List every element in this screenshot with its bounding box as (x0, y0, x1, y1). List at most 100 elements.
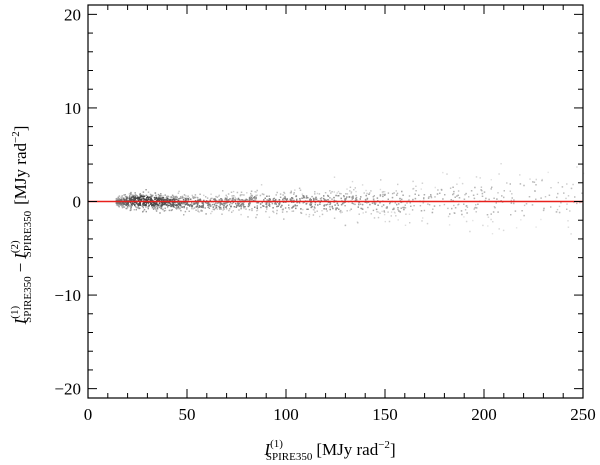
scatter-point (195, 209, 197, 211)
scatter-point (118, 198, 121, 200)
scatter-point (315, 196, 317, 199)
scatter-point (131, 196, 134, 198)
scatter-point (268, 202, 270, 204)
scatter-point (340, 193, 342, 195)
scatter-point (380, 179, 382, 181)
scatter-point (273, 197, 275, 200)
scatter-point (121, 205, 123, 207)
scatter-point (130, 199, 132, 201)
scatter-point (519, 183, 522, 185)
scatter-point (135, 206, 137, 208)
scatter-point (135, 194, 137, 196)
scatter-point (134, 192, 136, 194)
scatter-point (361, 184, 364, 186)
scatter-point (173, 202, 175, 204)
scatter-point (343, 195, 345, 197)
scatter-point (197, 208, 199, 210)
scatter-point (408, 195, 411, 197)
scatter-point (313, 206, 316, 208)
scatter-point (305, 203, 307, 205)
scatter-point (560, 202, 562, 204)
scatter-point (256, 194, 258, 196)
scatter-point (158, 205, 160, 207)
scatter-point (190, 203, 192, 206)
scatter-point (162, 208, 164, 211)
scatter-point (183, 206, 185, 209)
scatter-point (480, 186, 483, 188)
scatter-point (387, 192, 390, 194)
scatter-point (377, 211, 380, 213)
scatter-point (227, 193, 230, 195)
scatter-point (185, 197, 187, 200)
scatter-point (142, 195, 144, 198)
scatter-point (200, 209, 202, 211)
scatter-point (291, 197, 294, 200)
scatter-point (159, 197, 161, 200)
scatter-point (149, 193, 152, 196)
scatter-point (423, 194, 426, 196)
scatter-point (205, 196, 207, 198)
scatter-point (171, 201, 174, 204)
scatter-point (351, 198, 353, 200)
scatter-point (289, 198, 291, 201)
scatter-point (309, 203, 311, 205)
scatter-point (131, 194, 134, 196)
scatter-point (452, 186, 454, 188)
scatter-point (399, 211, 401, 213)
y-tick-labels: −20 −10 0 10 20 (54, 5, 81, 398)
scatter-point (359, 203, 362, 205)
scatter-point (476, 193, 479, 195)
scatter-point (137, 204, 139, 206)
scatter-point (372, 196, 374, 198)
scatter-point (233, 206, 236, 208)
scatter-point (373, 195, 375, 197)
scatter-point (213, 198, 215, 200)
scatter-point (221, 213, 223, 215)
scatter-point (283, 191, 285, 194)
scatter-point (240, 191, 243, 193)
scatter-point (273, 199, 275, 202)
scatter-point (174, 197, 176, 199)
scatter-point (333, 217, 336, 219)
scatter-point (376, 197, 379, 199)
scatter-point (119, 203, 121, 205)
x-tick-label: 50 (179, 405, 196, 424)
scatter-point (249, 195, 252, 198)
scatter-point (362, 208, 364, 210)
scatter-point (463, 198, 466, 200)
scatter-point (242, 199, 244, 201)
scatter-point (158, 206, 161, 209)
scatter-point (233, 198, 235, 201)
scatter-point (240, 203, 243, 205)
scatter-point (493, 206, 496, 208)
scatter-point (212, 208, 214, 210)
scatter-point (282, 209, 284, 211)
scatter-point (354, 203, 356, 206)
scatter-point (167, 201, 169, 204)
scatter-point (191, 194, 193, 197)
scatter-point (443, 203, 446, 206)
scatter-point (333, 196, 335, 199)
scatter-point (442, 171, 444, 174)
scatter-point (355, 190, 357, 193)
scatter-point (171, 196, 174, 198)
scatter-point (147, 198, 150, 200)
scatter-point (371, 202, 374, 204)
scatter-point (431, 211, 434, 214)
scatter-point (511, 193, 513, 195)
scatter-point (219, 204, 221, 206)
scatter-point (132, 203, 134, 205)
scatter-point (344, 205, 346, 207)
scatter-point (159, 196, 161, 198)
scatter-point (249, 197, 252, 200)
scatter-point (290, 199, 292, 201)
scatter-point (278, 202, 281, 204)
scatter-point (487, 225, 489, 227)
scatter-point (306, 208, 308, 210)
scatter-point (367, 206, 369, 209)
scatter-point (226, 196, 228, 198)
scatter-point (256, 202, 258, 204)
scatter-point (276, 209, 278, 212)
scatter-point (154, 192, 157, 194)
scatter-point (185, 203, 187, 206)
